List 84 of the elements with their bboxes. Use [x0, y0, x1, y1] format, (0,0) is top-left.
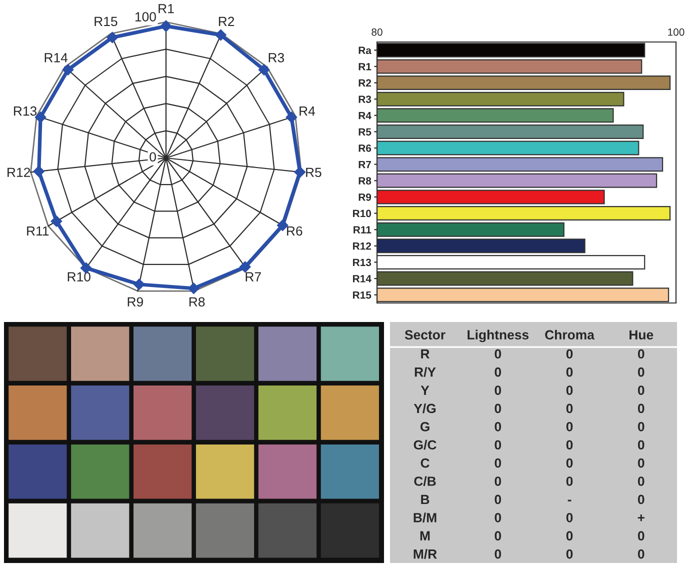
- text: -: [568, 500, 572, 502]
- text: 0: [494, 458, 502, 468]
- y-tick-label: R11: [354, 226, 372, 234]
- spoke-label: R4: [300, 106, 316, 116]
- text: 0: [494, 404, 502, 414]
- category-label: Chroma: [545, 330, 595, 340]
- x-tick-label: 80: [372, 28, 382, 36]
- text: 0: [566, 440, 573, 450]
- spoke-label: R12: [8, 168, 30, 177]
- text: 0: [638, 404, 644, 414]
- text: Sector: [404, 330, 446, 340]
- spoke-label: R10: [68, 272, 90, 282]
- text: 0: [494, 440, 502, 450]
- category-label: C: [420, 458, 430, 468]
- spoke-label: R7: [246, 272, 261, 282]
- y-tick-label: R12: [353, 242, 372, 250]
- category-label: G/C: [414, 440, 436, 450]
- text: +: [638, 514, 644, 522]
- category-label: Y/G: [414, 403, 436, 414]
- category-label: R: [421, 349, 430, 358]
- text: 0: [494, 531, 502, 541]
- category-label: R/Y: [414, 367, 436, 377]
- text: 0: [566, 349, 573, 359]
- spoke-label: R14: [44, 53, 68, 62]
- spoke-label: R3: [268, 53, 284, 62]
- text: 0: [638, 386, 644, 395]
- y-tick-label: R13: [353, 258, 372, 266]
- spoke-label: R2: [218, 16, 234, 26]
- text: 0: [638, 367, 644, 377]
- text: 0: [638, 549, 644, 559]
- text: 0: [494, 386, 502, 395]
- y-tick-label: R3: [358, 96, 372, 103]
- text: 0: [494, 476, 502, 486]
- text: 0: [638, 422, 644, 432]
- spoke-label: R9: [128, 297, 143, 307]
- y-tick-label: R8: [358, 177, 372, 185]
- y-tick-label: R14: [353, 275, 372, 282]
- y-tick-label: R6: [358, 144, 372, 152]
- y-tick-label: R4: [358, 112, 372, 120]
- text: 0: [494, 512, 502, 522]
- y-tick-label: Ra: [358, 46, 372, 54]
- spoke-label: R6: [287, 226, 302, 236]
- y-tick-label: R2: [358, 79, 372, 87]
- text: 0: [494, 422, 502, 432]
- text: 0: [566, 531, 573, 541]
- text: 0: [566, 549, 573, 559]
- category-label: Y: [420, 386, 430, 395]
- y-tick-label: R7: [358, 160, 371, 168]
- category-label: M: [420, 531, 430, 540]
- text: 0: [494, 549, 502, 559]
- text: 0: [566, 512, 573, 522]
- category-label: B/M: [414, 512, 436, 522]
- spoke-label: R8: [189, 297, 205, 307]
- category-label: C/B: [414, 476, 436, 486]
- y-tick-label: R1: [358, 63, 372, 70]
- spoke-label: R5: [306, 168, 322, 178]
- spoke-label: R11: [27, 226, 49, 236]
- text: 0: [566, 476, 573, 486]
- text: 0: [566, 404, 573, 414]
- text: 0: [638, 440, 644, 450]
- text: 0: [566, 367, 573, 377]
- text: 0: [494, 494, 502, 504]
- text: 0: [638, 349, 644, 359]
- y-tick-label: R15: [353, 291, 372, 299]
- category-label: Hue: [630, 330, 654, 340]
- text: 0: [638, 458, 644, 468]
- category-label: M/R: [414, 549, 437, 559]
- spoke-label: R13: [14, 106, 37, 116]
- category-label: B: [421, 494, 430, 504]
- y-tick-label: R10: [353, 210, 372, 218]
- y-tick-label: R5: [358, 128, 372, 136]
- text: 0: [566, 422, 573, 432]
- text: 0: [566, 386, 573, 395]
- text: 0: [638, 476, 644, 486]
- spoke-label: R1: [158, 4, 174, 14]
- y-tick-label: R9: [358, 193, 372, 201]
- text: 0: [638, 494, 644, 504]
- text: 0: [566, 458, 573, 468]
- text: 0: [494, 367, 502, 377]
- text: 0: [638, 531, 644, 541]
- text: 0: [494, 349, 502, 359]
- spoke-label: R15: [94, 16, 118, 26]
- category-label: Lightness: [468, 330, 529, 342]
- category-label: G: [420, 422, 430, 432]
